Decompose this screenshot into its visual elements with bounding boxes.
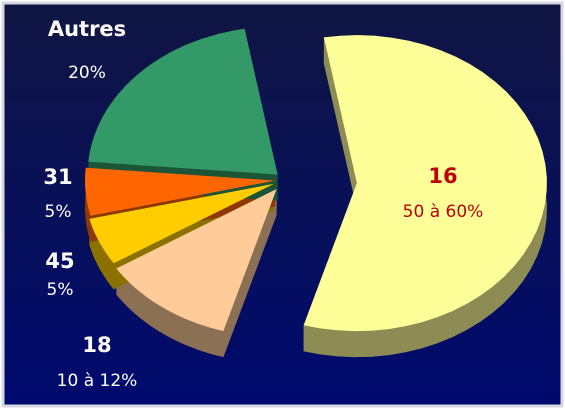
slice-label: 10 à 12% [57,371,138,391]
slice-label: 5% [45,202,72,222]
pie-slice [303,35,547,332]
pie-slice [116,189,277,331]
slice-name: 45 [45,249,74,273]
slice-label: 50 à 60% [403,202,484,222]
slice-side [323,37,357,210]
pie-slice [85,167,275,216]
slice-name: 16 [428,164,457,188]
slice-name: Autres [48,17,126,41]
slice-side [223,189,277,357]
slice-label: 5% [47,280,74,300]
slice-name: 18 [82,333,111,357]
slice-side [116,268,224,357]
slice-label: 20% [68,63,106,83]
pie-slice [88,28,278,175]
pie-slice [89,183,275,264]
slice-name: 31 [43,165,72,189]
slice-side [85,167,91,242]
